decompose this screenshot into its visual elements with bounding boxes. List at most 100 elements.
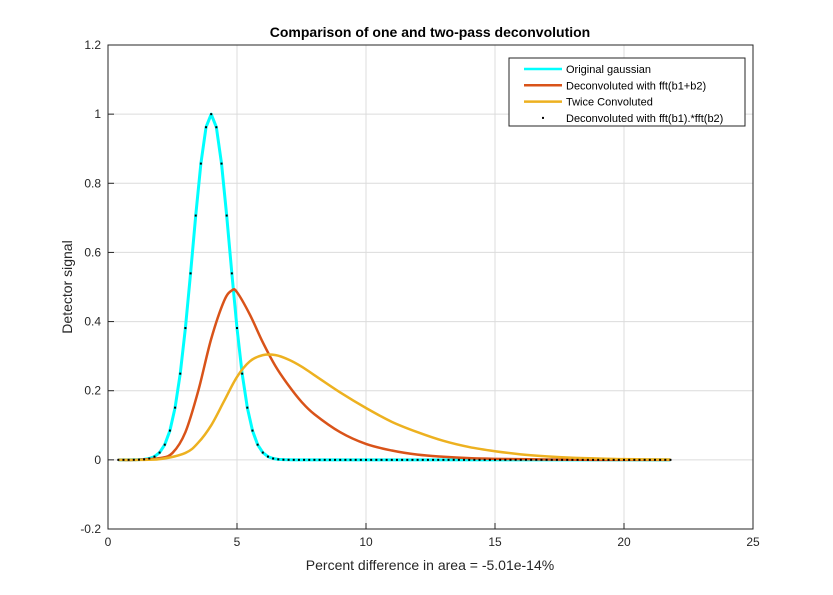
data-point [375,458,378,461]
data-point [623,458,625,461]
x-tick-label: 0 [105,535,112,549]
data-point [241,372,244,375]
data-point [612,458,615,461]
data-point [473,458,476,461]
data-point [199,162,202,165]
data-point [499,458,502,461]
data-point [545,458,548,461]
data-point [494,458,496,461]
data-point [189,272,192,275]
data-point [349,458,352,461]
data-point [339,458,342,461]
data-point [602,458,605,461]
data-point [287,458,290,461]
data-point [395,458,398,461]
data-point [359,458,362,461]
data-point [468,458,471,461]
data-point [370,458,373,461]
y-tick-label: 0 [94,453,101,467]
data-point [643,458,646,461]
data-point [571,458,574,461]
data-point [137,458,140,461]
data-point [323,458,326,461]
data-point [648,458,651,461]
data-point [354,458,357,461]
data-point [390,458,393,461]
data-point [143,458,146,461]
data-point [220,162,223,165]
twice-convoluted-line [118,353,671,462]
data-point [509,458,512,461]
data-point [313,458,316,461]
data-point [266,455,269,458]
data-point [117,458,120,461]
legend[interactable]: Original gaussian Deconvoluted with fft(b… [508,57,746,127]
deconvoluted-product-dots [117,113,672,461]
x-tick-label: 20 [617,535,631,549]
data-point [617,458,620,461]
data-point [272,457,275,460]
y-tick-label: -0.2 [80,522,101,536]
data-point [127,458,130,461]
legend-swatch [542,116,544,119]
legend-item[interactable]: Twice Convoluted [524,97,653,109]
x-tick-label: 5 [234,535,241,549]
data-point [478,458,481,461]
data-point [292,458,295,461]
data-point [628,458,631,461]
data-point [334,458,337,461]
data-point [411,458,414,461]
legend-item[interactable]: Original gaussian [524,64,651,76]
x-tick-label: 25 [746,535,760,549]
legend-label: Twice Convoluted [566,97,653,109]
data-point [230,272,233,275]
data-point [653,458,656,461]
data-point [442,458,445,461]
data-point [328,458,331,461]
data-point [132,458,135,461]
data-point [561,458,564,461]
data-point [457,458,460,461]
axes-box [107,44,754,530]
data-point [504,458,507,461]
data-point [153,455,156,458]
x-tick-label: 15 [488,535,502,549]
data-point [638,458,641,461]
x-tick-label: 10 [359,535,373,549]
data-point [664,458,667,461]
data-point [236,327,238,330]
legend-item[interactable]: Deconvoluted with fft(b1).*fft(b2) [542,113,723,125]
data-point [483,458,486,461]
data-point [174,406,177,409]
deconvoluted-sum-line [118,288,671,462]
data-point [163,443,166,446]
series-group [117,112,672,462]
data-point [576,458,579,461]
data-point [277,458,280,461]
data-point [308,458,311,461]
data-point [246,406,249,409]
data-point [555,458,558,461]
data-point [488,458,491,461]
data-point [581,458,584,461]
data-point [540,458,543,461]
data-point [437,458,440,461]
data-point [633,458,636,461]
data-point [524,458,527,461]
data-point [256,443,259,446]
data-point [421,458,424,461]
data-point [261,451,264,454]
data-point [148,457,151,460]
data-point [426,458,429,461]
data-point [416,458,419,461]
data-point [282,458,285,461]
data-point [607,458,610,461]
y-tick-label: 0.6 [84,245,101,259]
data-point [303,458,306,461]
data-point [432,458,435,461]
data-point [659,458,662,461]
legend-item[interactable]: Deconvoluted with fft(b1+b2) [524,80,706,92]
data-point [550,458,553,461]
